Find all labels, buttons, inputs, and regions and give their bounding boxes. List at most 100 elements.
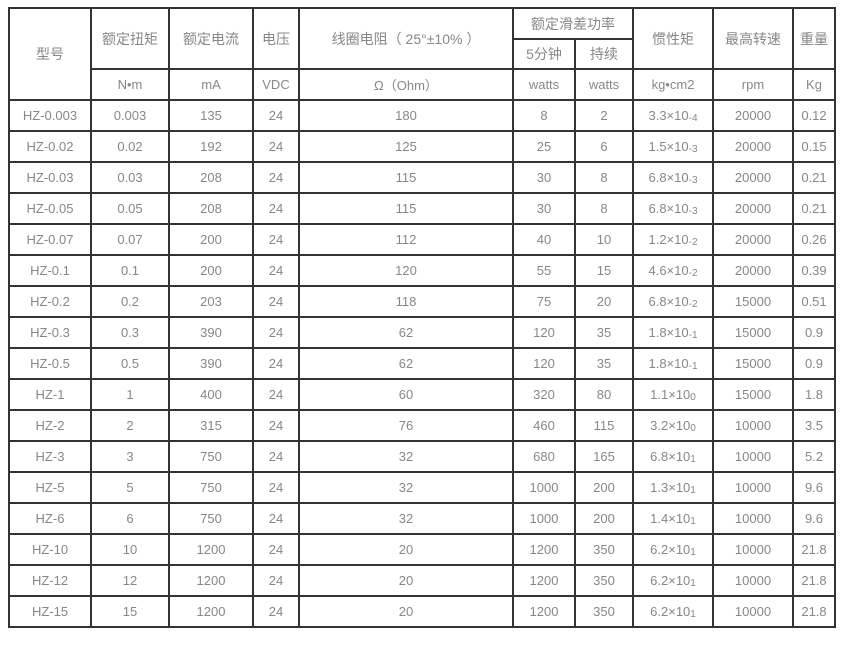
- cell-torque: 0.1: [90, 254, 170, 287]
- cell-inertia: 1.4×101: [632, 502, 714, 535]
- page: 型号 额定扭矩 额定电流 电压 线圈电阻（ 25°±10% ） 额定滑差功率 惯…: [8, 7, 836, 628]
- cell-max-speed: 10000: [712, 409, 794, 442]
- table-header: 型号 额定扭矩 额定电流 电压 线圈电阻（ 25°±10% ） 额定滑差功率 惯…: [8, 7, 836, 101]
- inertia-exponent: 1: [690, 546, 696, 558]
- cell-inertia: 6.8×10-2: [632, 285, 714, 318]
- cell-model: HZ-2: [8, 409, 92, 442]
- spec-table: 型号 额定扭矩 额定电流 电压 线圈电阻（ 25°±10% ） 额定滑差功率 惯…: [8, 7, 836, 628]
- cell-model: HZ-0.05: [8, 192, 92, 225]
- cell-torque: 2: [90, 409, 170, 442]
- cell-voltage: 24: [252, 533, 300, 566]
- inertia-mantissa: 6.8×10: [648, 200, 689, 216]
- cell-voltage: 24: [252, 502, 300, 535]
- cell-max-speed: 10000: [712, 502, 794, 535]
- cell-slip-continuous: 10: [574, 223, 634, 256]
- col-header-weight: 重量: [792, 7, 836, 70]
- cell-slip-continuous: 8: [574, 192, 634, 225]
- inertia-exponent: -3: [688, 143, 698, 155]
- cell-slip-continuous: 115: [574, 409, 634, 442]
- cell-inertia: 6.8×10-3: [632, 161, 714, 194]
- cell-resistance: 62: [298, 347, 514, 380]
- cell-resistance: 60: [298, 378, 514, 411]
- cell-model: HZ-0.07: [8, 223, 92, 256]
- inertia-mantissa: 6.2×10: [650, 572, 691, 588]
- inertia-exponent: 1: [690, 484, 696, 496]
- cell-weight: 0.15: [792, 130, 836, 163]
- cell-model: HZ-10: [8, 533, 92, 566]
- cell-slip-5min: 55: [512, 254, 576, 287]
- col-header-current: 额定电流: [168, 7, 254, 70]
- cell-max-speed: 20000: [712, 192, 794, 225]
- cell-current: 135: [168, 99, 254, 132]
- cell-inertia: 6.8×10-3: [632, 192, 714, 225]
- cell-resistance: 115: [298, 192, 514, 225]
- cell-current: 400: [168, 378, 254, 411]
- inertia-mantissa: 6.8×10: [648, 169, 689, 185]
- cell-resistance: 180: [298, 99, 514, 132]
- cell-weight: 0.26: [792, 223, 836, 256]
- cell-torque: 5: [90, 471, 170, 504]
- cell-resistance: 32: [298, 440, 514, 473]
- unit-torque: N•m: [90, 68, 170, 101]
- cell-slip-continuous: 35: [574, 316, 634, 349]
- cell-voltage: 24: [252, 378, 300, 411]
- cell-model: HZ-0.03: [8, 161, 92, 194]
- header-row-units: N•m mA VDC Ω（Ohm） watts watts kg•cm2 rpm…: [9, 68, 836, 101]
- cell-current: 208: [168, 192, 254, 225]
- col-header-slip-continuous: 持续: [574, 38, 634, 70]
- table-row: HZ-0.05 0.05 208 24 115 30 8 6.8×10-3 20…: [8, 192, 836, 225]
- cell-max-speed: 20000: [712, 223, 794, 256]
- cell-current: 192: [168, 130, 254, 163]
- table-row: HZ-0.003 0.003 135 24 180 8 2 3.3×10-4 2…: [8, 99, 836, 132]
- cell-inertia: 6.8×101: [632, 440, 714, 473]
- cell-max-speed: 20000: [712, 99, 794, 132]
- cell-slip-continuous: 350: [574, 533, 634, 566]
- col-header-resistance: 线圈电阻（ 25°±10% ）: [298, 7, 514, 70]
- cell-voltage: 24: [252, 347, 300, 380]
- cell-voltage: 24: [252, 285, 300, 318]
- cell-weight: 3.5: [792, 409, 836, 442]
- cell-weight: 1.8: [792, 378, 836, 411]
- inertia-exponent: -4: [688, 112, 698, 124]
- cell-slip-5min: 25: [512, 130, 576, 163]
- cell-torque: 15: [90, 595, 170, 628]
- cell-slip-continuous: 15: [574, 254, 634, 287]
- cell-slip-continuous: 350: [574, 564, 634, 597]
- inertia-mantissa: 6.8×10: [650, 448, 691, 464]
- unit-weight: Kg: [792, 68, 836, 101]
- cell-slip-5min: 40: [512, 223, 576, 256]
- cell-inertia: 6.2×101: [632, 595, 714, 628]
- cell-max-speed: 15000: [712, 347, 794, 380]
- cell-voltage: 24: [252, 161, 300, 194]
- cell-resistance: 112: [298, 223, 514, 256]
- cell-slip-5min: 75: [512, 285, 576, 318]
- inertia-mantissa: 1.8×10: [648, 324, 689, 340]
- inertia-exponent: -3: [688, 205, 698, 217]
- table-row: HZ-10 10 1200 24 20 1200 350 6.2×101 100…: [8, 533, 836, 566]
- cell-torque: 12: [90, 564, 170, 597]
- cell-weight: 0.51: [792, 285, 836, 318]
- cell-max-speed: 10000: [712, 440, 794, 473]
- unit-inertia: kg•cm2: [632, 68, 714, 101]
- table-row: HZ-0.03 0.03 208 24 115 30 8 6.8×10-3 20…: [8, 161, 836, 194]
- cell-current: 203: [168, 285, 254, 318]
- cell-resistance: 125: [298, 130, 514, 163]
- cell-model: HZ-0.2: [8, 285, 92, 318]
- inertia-mantissa: 1.8×10: [648, 355, 689, 371]
- cell-torque: 0.07: [90, 223, 170, 256]
- cell-weight: 21.8: [792, 533, 836, 566]
- table-row: HZ-0.2 0.2 203 24 118 75 20 6.8×10-2 150…: [8, 285, 836, 318]
- cell-resistance: 120: [298, 254, 514, 287]
- table-row: HZ-12 12 1200 24 20 1200 350 6.2×101 100…: [8, 564, 836, 597]
- cell-slip-5min: 120: [512, 316, 576, 349]
- cell-slip-5min: 1200: [512, 533, 576, 566]
- cell-weight: 0.21: [792, 161, 836, 194]
- cell-model: HZ-15: [8, 595, 92, 628]
- cell-weight: 0.12: [792, 99, 836, 132]
- table-row: HZ-0.1 0.1 200 24 120 55 15 4.6×10-2 200…: [8, 254, 836, 287]
- cell-weight: 21.8: [792, 564, 836, 597]
- unit-slip-continuous: watts: [574, 68, 634, 101]
- cell-max-speed: 20000: [712, 130, 794, 163]
- cell-voltage: 24: [252, 595, 300, 628]
- cell-slip-5min: 460: [512, 409, 576, 442]
